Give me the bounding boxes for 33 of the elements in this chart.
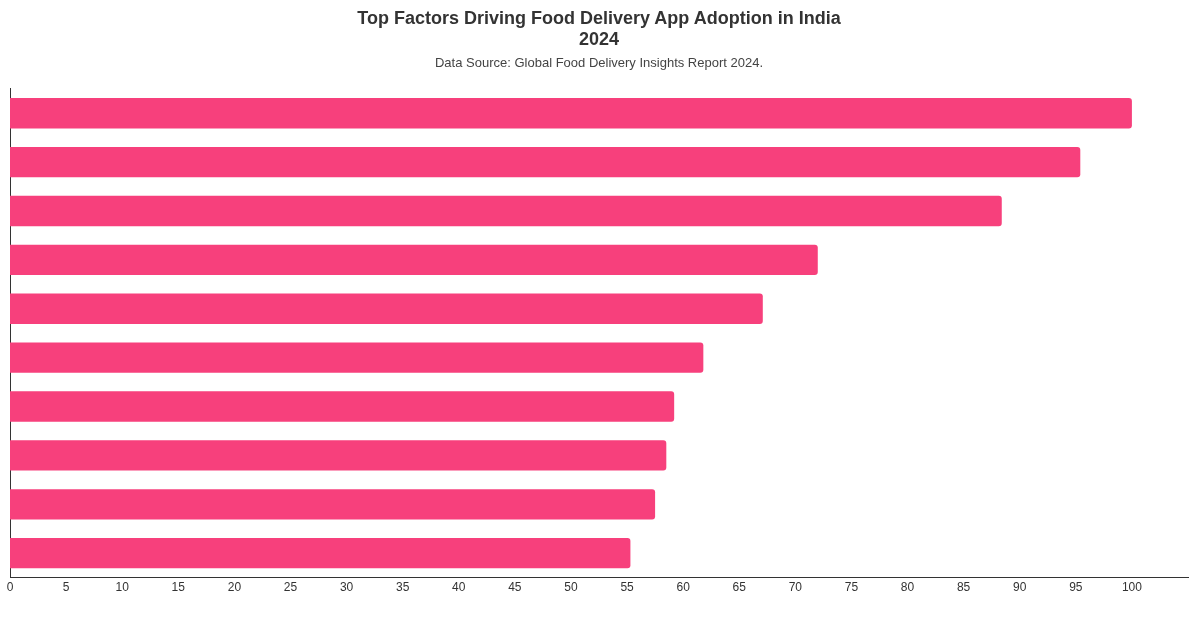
x-tick-label: 50 xyxy=(564,580,578,595)
x-tick-label: 35 xyxy=(395,580,410,595)
x-tick-label: 55 xyxy=(620,580,635,595)
x-tick-label: 15 xyxy=(171,580,186,595)
bar xyxy=(10,342,704,373)
x-tick-label: 90 xyxy=(1013,580,1027,595)
x-tick-label: 60 xyxy=(676,580,691,595)
bar xyxy=(10,391,675,422)
x-tick-label: 10 xyxy=(115,580,130,595)
bar xyxy=(10,146,1081,178)
bar xyxy=(10,98,1132,129)
bar xyxy=(10,538,631,569)
x-tick-label: 85 xyxy=(956,580,971,595)
x-tick-label: 80 xyxy=(900,580,915,595)
x-tick-label: 45 xyxy=(508,580,522,595)
x-tick-label: 65 xyxy=(732,580,747,595)
chart-title: Top Factors Driving Food Delivery App Adoption in India 2024 xyxy=(357,7,842,50)
x-tick-label: 75 xyxy=(844,580,859,595)
bar xyxy=(10,440,667,471)
bar xyxy=(10,195,1002,227)
x-tick-label: 0 xyxy=(6,580,14,595)
x-tick-label: 40 xyxy=(452,580,466,595)
x-tick-label: 95 xyxy=(1069,580,1083,595)
x-tick-label: 25 xyxy=(283,580,298,595)
x-tick-label: 100 xyxy=(1121,580,1143,595)
x-tick-label: 70 xyxy=(788,580,803,595)
x-tick-label: 5 xyxy=(62,580,70,595)
x-tick-label: 20 xyxy=(227,580,242,595)
bar xyxy=(10,244,818,276)
x-tick-label: 30 xyxy=(339,580,354,595)
chart-subtitle: Data Source: Global Food Delivery Insights Report 2024. xyxy=(434,54,764,70)
bar xyxy=(10,489,656,520)
bar xyxy=(10,293,763,324)
